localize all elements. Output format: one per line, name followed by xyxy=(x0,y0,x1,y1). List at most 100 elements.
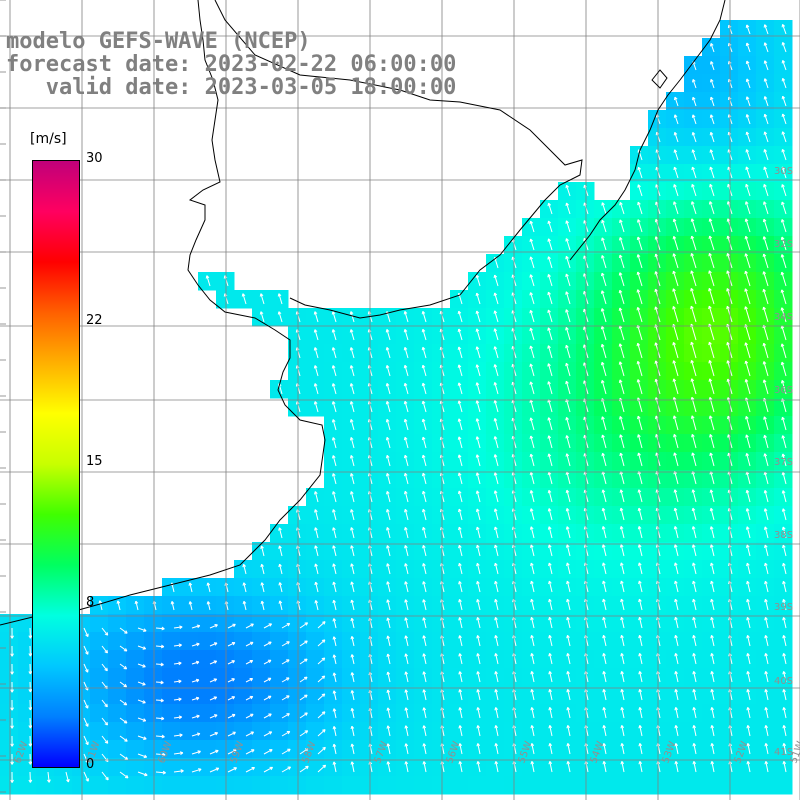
wind-speed-cell xyxy=(486,344,505,363)
wind-arrow xyxy=(332,636,337,647)
wind-speed-cell xyxy=(756,614,775,633)
wind-arrow xyxy=(475,472,481,485)
wind-speed-cell xyxy=(738,722,757,741)
wind-arrow xyxy=(602,671,607,683)
wind-speed-cell xyxy=(540,650,559,669)
wind-arrow xyxy=(422,653,427,665)
wind-speed-cell xyxy=(342,416,361,435)
wind-speed-cell xyxy=(702,56,721,75)
wind-arrow xyxy=(673,149,679,161)
wind-speed-cell xyxy=(414,308,433,327)
wind-speed-cell xyxy=(252,704,271,723)
wind-arrow xyxy=(762,271,769,287)
wind-speed-cell xyxy=(396,380,415,399)
wind-speed-cell xyxy=(504,704,523,723)
wind-arrow xyxy=(746,689,751,701)
wind-speed-cell xyxy=(522,632,541,651)
wind-arrow xyxy=(782,743,787,755)
wind-speed-cell xyxy=(648,398,667,417)
wind-speed-cell xyxy=(738,38,757,57)
wind-arrow xyxy=(476,617,481,629)
wind-speed-cell xyxy=(306,704,325,723)
wind-speed-cell xyxy=(180,632,199,651)
wind-arrow xyxy=(745,42,751,53)
wind-speed-cell xyxy=(576,218,595,237)
wind-speed-cell xyxy=(324,632,343,651)
wind-speed-cell xyxy=(522,650,541,669)
wind-arrow xyxy=(601,219,607,233)
wind-arrow xyxy=(746,562,751,575)
wind-arrow xyxy=(119,717,128,724)
wind-arrow xyxy=(744,342,751,359)
wind-speed-cell xyxy=(666,758,685,777)
wind-arrow xyxy=(548,671,553,683)
wind-speed-cell xyxy=(450,524,469,543)
wind-speed-cell xyxy=(108,668,127,687)
wind-arrow xyxy=(314,600,319,611)
wind-arrow xyxy=(636,342,643,359)
wind-arrow xyxy=(692,689,697,701)
wind-arrow xyxy=(674,598,679,611)
wind-speed-cell xyxy=(432,722,451,741)
wind-speed-cell xyxy=(684,146,703,165)
wind-speed-cell xyxy=(684,452,703,471)
wind-speed-cell xyxy=(720,182,739,201)
wind-speed-cell xyxy=(684,722,703,741)
wind-speed-cell xyxy=(594,434,613,453)
wind-arrow xyxy=(690,201,697,215)
wind-speed-cell xyxy=(666,524,685,543)
wind-speed-cell xyxy=(396,416,415,435)
wind-speed-cell xyxy=(774,434,793,453)
wind-arrow xyxy=(332,726,337,737)
wind-arrow xyxy=(692,743,697,755)
wind-arrow xyxy=(529,274,535,287)
wind-speed-cell xyxy=(360,614,379,633)
wind-arrow xyxy=(299,676,308,683)
wind-speed-cell xyxy=(144,668,163,687)
wind-arrow xyxy=(566,598,571,611)
wind-arrow xyxy=(350,599,355,611)
wind-speed-cell xyxy=(18,650,37,669)
wind-arrow xyxy=(672,342,679,359)
wind-arrow xyxy=(637,434,643,449)
wind-speed-cell xyxy=(324,650,343,669)
wind-speed-cell xyxy=(378,488,397,507)
wind-arrow xyxy=(780,380,787,395)
wind-arrow xyxy=(746,743,751,755)
wind-arrow xyxy=(530,761,535,773)
wind-arrow xyxy=(349,365,355,377)
wind-speed-cell xyxy=(666,776,685,795)
wind-arrow xyxy=(565,453,571,467)
wind-speed-cell xyxy=(522,470,541,489)
wind-speed-cell xyxy=(504,452,523,471)
wind-arrow xyxy=(494,562,499,575)
wind-arrow xyxy=(619,416,625,431)
wind-arrow xyxy=(386,599,391,611)
wind-arrow xyxy=(421,436,427,449)
wind-speed-cell xyxy=(702,164,721,183)
wind-arrow xyxy=(600,343,607,359)
wind-arrow xyxy=(457,364,463,377)
wind-speed-cell xyxy=(756,722,775,741)
colorbar-tick-label: 30 xyxy=(86,151,103,166)
wind-speed-cell xyxy=(504,776,523,795)
latitude-label: 37S xyxy=(774,457,793,468)
wind-speed-cell xyxy=(324,668,343,687)
wind-speed-cell xyxy=(558,344,577,363)
wind-speed-cell xyxy=(504,686,523,705)
wind-arrow xyxy=(317,675,326,683)
wind-speed-cell xyxy=(756,380,775,399)
wind-arrow xyxy=(692,580,697,593)
wind-arrow xyxy=(350,527,355,539)
wind-speed-cell xyxy=(432,452,451,471)
wind-arrow xyxy=(529,202,535,215)
wind-speed-cell xyxy=(414,758,433,777)
wind-arrow xyxy=(317,764,327,773)
wind-speed-cell xyxy=(378,308,397,327)
wind-speed-cell xyxy=(522,344,541,363)
wind-speed-cell xyxy=(594,416,613,435)
wind-arrow xyxy=(422,599,427,611)
wind-speed-cell xyxy=(630,344,649,363)
wind-arrow xyxy=(674,580,679,593)
wind-speed-cell xyxy=(306,380,325,399)
